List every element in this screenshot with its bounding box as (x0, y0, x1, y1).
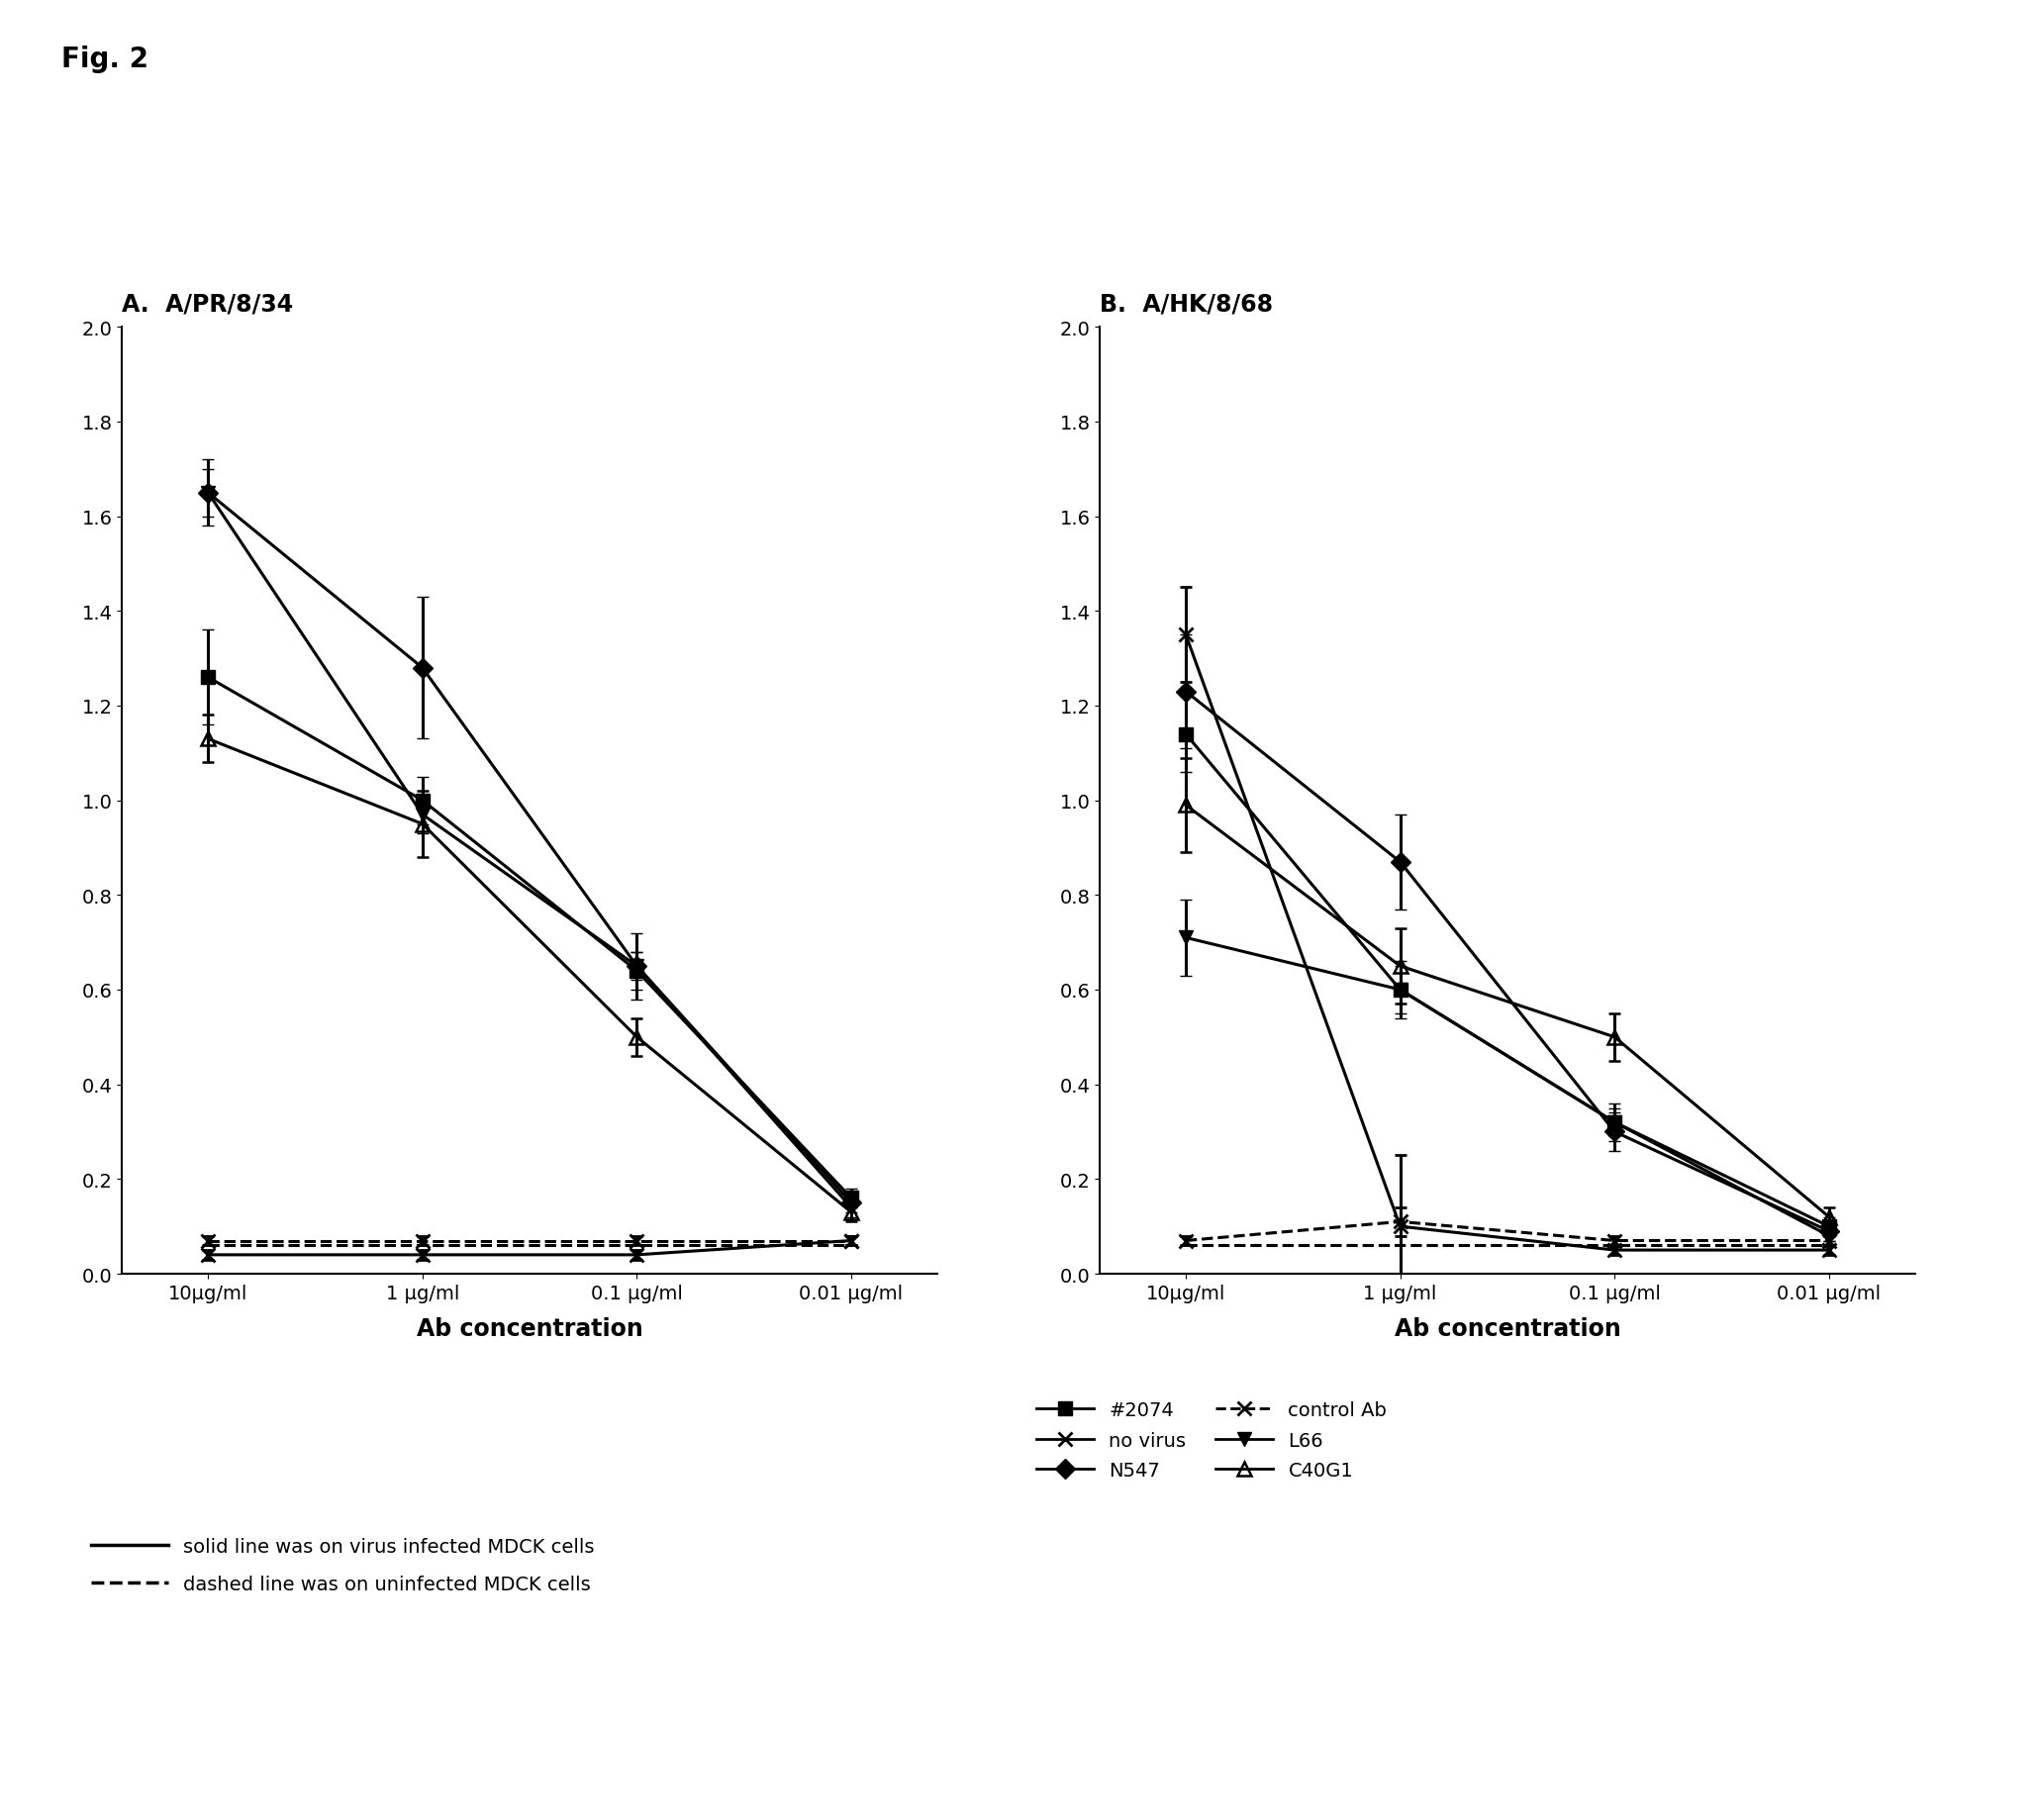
Legend: solid line was on virus infected MDCK cells, dashed line was on uninfected MDCK : solid line was on virus infected MDCK ce… (92, 1536, 595, 1594)
Text: B.  A/HK/8/68: B. A/HK/8/68 (1100, 293, 1273, 317)
X-axis label: Ab concentration: Ab concentration (1393, 1316, 1621, 1340)
X-axis label: Ab concentration: Ab concentration (416, 1316, 644, 1340)
Text: Fig. 2: Fig. 2 (61, 46, 149, 73)
Text: A.  A/PR/8/34: A. A/PR/8/34 (122, 293, 293, 317)
Legend: #2074, no virus, N547, control Ab, L66, C40G1: #2074, no virus, N547, control Ab, L66, … (1029, 1392, 1395, 1487)
